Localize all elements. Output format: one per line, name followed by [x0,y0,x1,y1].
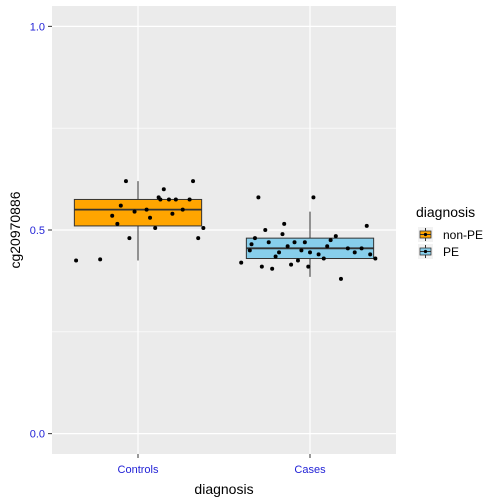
y-axis-title: cg20970886 [7,191,23,268]
data-point [325,244,330,249]
data-point [191,179,196,184]
data-point [277,250,282,255]
data-point [252,236,257,241]
y-tick-label: 0.5 [30,225,45,237]
data-point [249,242,254,247]
data-point [127,236,132,241]
data-point [373,256,378,261]
data-point [187,197,192,202]
data-point [115,221,120,226]
data-point [110,213,115,218]
data-point [299,248,304,253]
legend-label: PE [443,245,459,259]
x-tick-label: Controls [118,464,159,476]
data-point [196,236,201,241]
data-point [161,187,166,192]
data-point [158,197,163,202]
data-point [295,258,300,263]
data-point [289,262,294,267]
data-point [292,240,297,245]
data-point [166,197,171,202]
data-point [266,240,271,245]
data-point [98,257,103,262]
data-point [285,244,290,249]
data-point [352,250,357,255]
y-tick-label: 1.0 [30,21,45,33]
data-point [308,250,312,255]
data-point [280,232,285,237]
data-point [201,225,206,230]
data-point [173,197,178,202]
data-point [123,179,128,184]
data-point [239,260,244,265]
legend-key-point [423,249,428,254]
data-point [333,234,338,239]
data-point [170,211,175,216]
boxplots [73,181,375,277]
legend-label: non-PE [443,228,483,242]
data-point [328,238,333,243]
data-point [302,240,307,245]
data-point [368,252,373,257]
data-point [259,264,264,269]
data-point [148,215,153,220]
data-point [132,209,137,214]
data-point [321,256,326,261]
axes: 0.0 0.5 1.0 Controls Cases [30,21,326,476]
data-point [144,207,149,212]
legend-key-point [423,232,428,237]
data-point [74,258,79,263]
data-point [316,252,321,257]
data-point [118,203,123,208]
jitter-points [74,179,378,281]
data-point [263,228,268,232]
data-point [180,207,185,212]
data-point [364,223,369,228]
data-point [247,248,252,253]
legend-title: diagnosis [416,204,475,220]
x-axis-title: diagnosis [194,481,253,497]
data-point [273,254,278,259]
data-point [345,246,350,251]
data-point [311,195,316,200]
y-tick-label: 0.0 [30,429,45,441]
x-tick-label: Cases [294,464,326,476]
data-point [338,276,343,281]
data-point [359,246,364,251]
box-non-PE [73,198,203,227]
legend: diagnosis non-PE PE [416,204,483,259]
data-point [270,266,275,271]
data-point [306,264,311,269]
data-point [153,225,158,230]
data-point [256,195,261,200]
data-point [282,221,287,226]
